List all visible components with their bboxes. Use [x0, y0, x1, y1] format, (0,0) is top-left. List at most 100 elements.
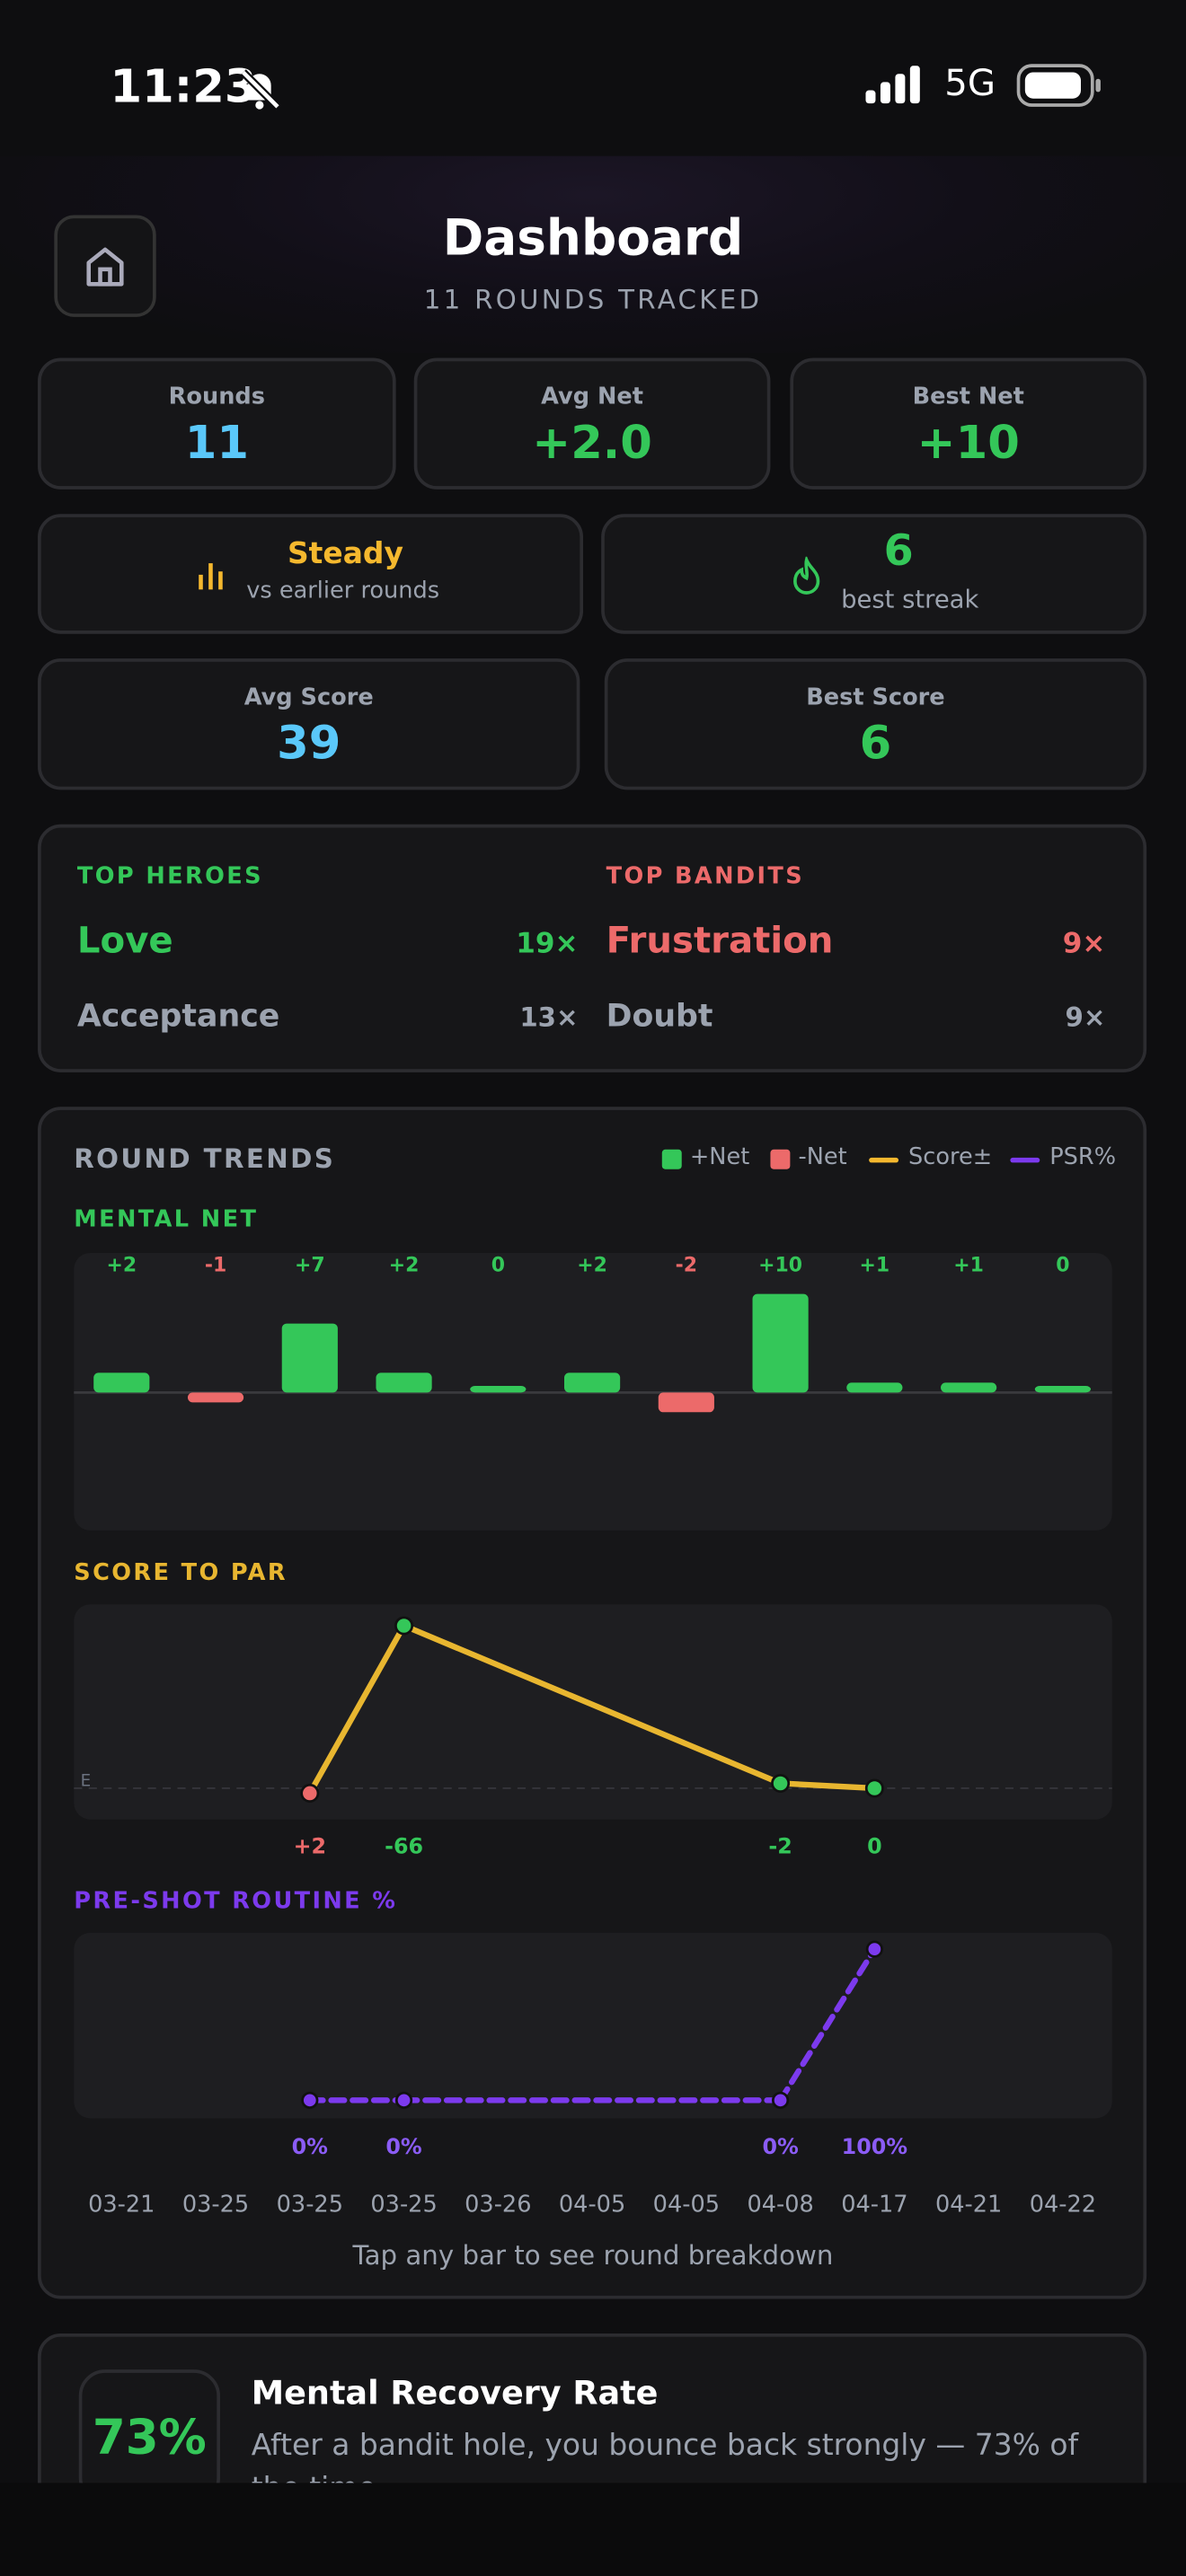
header-glow — [0, 155, 1186, 354]
page-title: Dashboard — [442, 210, 744, 269]
net-bar — [658, 1392, 714, 1413]
score-value: 39 — [277, 716, 341, 771]
trend-card: Steady vs earlier rounds — [38, 514, 584, 634]
net-bar — [187, 1392, 244, 1403]
date-label: 03-21 — [88, 2191, 155, 2218]
flame-icon — [793, 556, 820, 595]
score_to_par-segment — [777, 1780, 878, 1792]
signal-icon — [865, 66, 920, 104]
date-label: 04-05 — [653, 2191, 720, 2218]
trend-caption: vs earlier rounds — [246, 578, 440, 604]
date-label: 03-25 — [182, 2191, 249, 2218]
bandit-count: 9× — [1065, 1001, 1106, 1033]
chart-panel — [74, 1604, 1112, 1820]
recovery-text: After a bandit hole, you bounce back str… — [251, 2428, 1079, 2483]
streak-card: 6 best streak — [601, 514, 1147, 634]
network: 5G — [944, 64, 996, 106]
net-bar — [1034, 1386, 1091, 1393]
net-label: +10 — [758, 1255, 802, 1277]
chart-title: SCORE TO PAR — [74, 1559, 288, 1587]
chart-title: MENTAL NET — [74, 1206, 259, 1234]
score_to_par-segment — [306, 1622, 407, 1796]
date-label: 04-05 — [559, 2191, 625, 2218]
page-subtitle: 11 ROUNDS TRACKED — [423, 284, 763, 316]
bandit-name: Frustration — [606, 921, 834, 963]
net-bar — [564, 1372, 621, 1393]
net-bar — [93, 1372, 150, 1393]
legend-item: Score± — [908, 1144, 993, 1171]
psr-point — [865, 1940, 883, 1958]
psr-point — [394, 2091, 413, 2109]
battery-icon — [1016, 64, 1101, 107]
legend-swatch — [770, 1149, 791, 1169]
net-label: -1 — [205, 1255, 226, 1277]
psr-label: 0% — [385, 2134, 422, 2159]
legend-item: -Net — [798, 1144, 847, 1171]
psr-segment — [777, 1945, 878, 2104]
recovery-value: 73% — [92, 2409, 207, 2466]
score_to_par-point — [394, 1616, 414, 1636]
date-label: 04-08 — [747, 2191, 813, 2218]
score_to_par-point — [300, 1783, 320, 1803]
score-card: Best Score 6 — [604, 658, 1147, 790]
score_to_par-label: 0 — [867, 1833, 882, 1858]
net-bar — [470, 1386, 527, 1393]
legend-item: PSR% — [1049, 1144, 1117, 1171]
date-label: 04-22 — [1030, 2191, 1096, 2218]
bandit-name: Doubt — [606, 998, 713, 1035]
chart-title: PRE-SHOT ROUTINE % — [74, 1888, 398, 1915]
status-time: 11:23 — [110, 58, 257, 114]
date-label: 03-25 — [370, 2191, 437, 2218]
legend-swatch — [661, 1149, 682, 1169]
hero-count: 19× — [516, 927, 579, 961]
legend-swatch — [869, 1157, 899, 1163]
psr-point — [772, 2091, 790, 2109]
streak-caption: best streak — [841, 584, 979, 614]
app: 11:23 5G Dashboard 11 ROUNDS TRACKED Rou… — [0, 58, 1186, 2483]
home-button[interactable] — [54, 215, 156, 317]
stat-value: +2.0 — [532, 415, 652, 470]
recovery-badge: 73% — [78, 2369, 220, 2483]
net-bar — [752, 1293, 809, 1393]
net-label: +2 — [389, 1255, 420, 1277]
net-bar — [941, 1382, 997, 1393]
heroes-title: TOP HEROES — [76, 863, 263, 890]
legend-swatch — [1010, 1157, 1040, 1163]
legend-item: +Net — [689, 1144, 750, 1171]
score_to_par-point — [771, 1773, 791, 1793]
score_to_par-point — [864, 1778, 884, 1798]
hint: Tap any bar to see round breakdown — [352, 2239, 834, 2272]
hero-name: Acceptance — [76, 998, 280, 1035]
net-label: 0 — [491, 1255, 505, 1277]
par-baseline-label: E — [81, 1772, 92, 1791]
bandit-count: 9× — [1062, 927, 1106, 961]
stat-value: 11 — [184, 415, 249, 470]
recovery-title: Mental Recovery Rate — [251, 2372, 659, 2413]
silent-icon — [240, 69, 281, 110]
date-label: 04-21 — [935, 2191, 1002, 2218]
stat-card: Avg Net +2.0 — [413, 357, 771, 490]
stat-card: Rounds 11 — [38, 357, 396, 490]
net-label: +1 — [860, 1255, 890, 1277]
heroes-bandits-card: TOP HEROES Love 19× Acceptance 13× TOP B… — [38, 824, 1147, 1072]
bandits-title: TOP BANDITS — [606, 863, 805, 890]
net-label: +2 — [577, 1255, 607, 1277]
net-bar — [281, 1323, 338, 1393]
stat-value: +10 — [916, 415, 1020, 470]
net-label: +1 — [953, 1255, 984, 1277]
recovery-card: 73% Mental Recovery Rate After a bandit … — [38, 2333, 1147, 2483]
psr-label: 0% — [292, 2134, 329, 2159]
score-label: Best Score — [806, 684, 945, 711]
trend-label: Steady — [287, 536, 403, 572]
stat-label: Rounds — [168, 384, 265, 411]
net-bar — [846, 1382, 903, 1393]
chart-panel — [74, 1932, 1112, 2119]
score_to_par-label: -2 — [768, 1833, 792, 1858]
stat-label: Avg Net — [541, 384, 643, 411]
streak-value: 6 — [883, 526, 914, 577]
score-label: Avg Score — [243, 684, 374, 711]
score_to_par-label: +2 — [294, 1833, 326, 1858]
trend-icon — [199, 563, 223, 590]
score-value: 6 — [859, 716, 892, 771]
